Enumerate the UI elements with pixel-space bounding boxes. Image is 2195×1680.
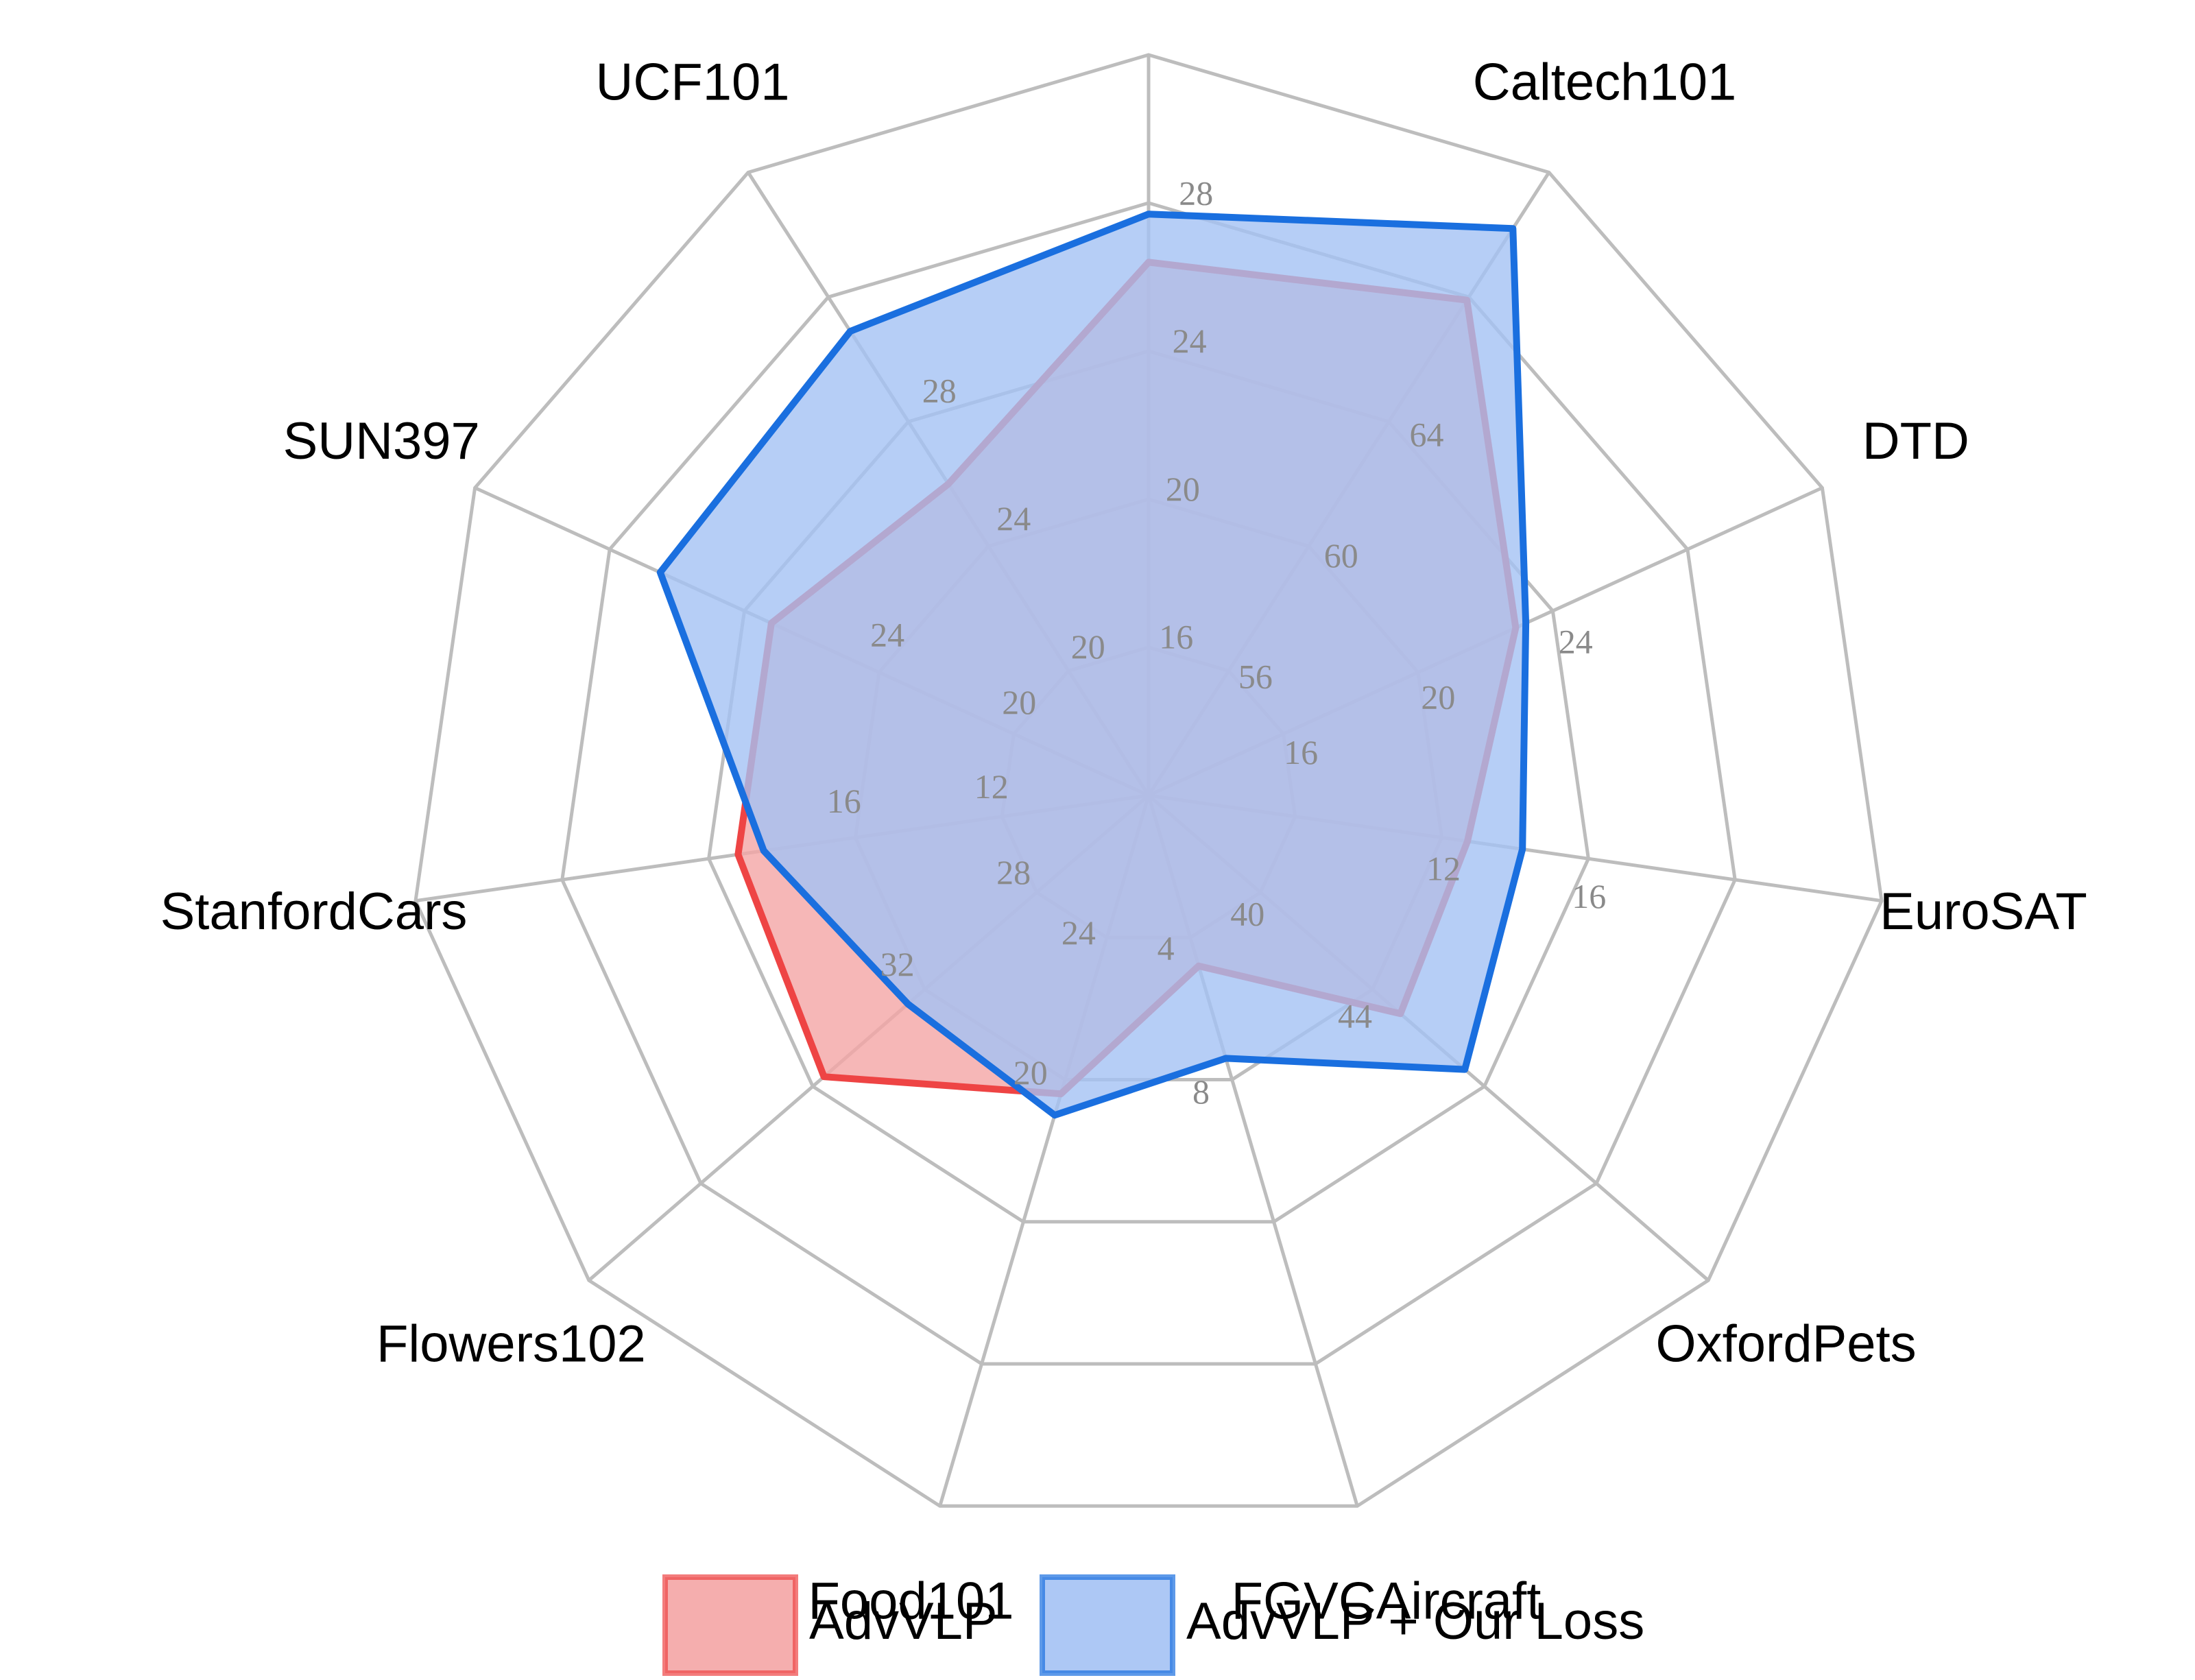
tick-label: 24 <box>1061 913 1096 952</box>
axis-label-caltech101: Caltech101 <box>1473 53 1737 111</box>
axis-label-eurosat: EuroSAT <box>1880 883 2087 941</box>
grid-ring <box>560 201 1737 1366</box>
legend-label: AdvVLP <box>809 1592 998 1651</box>
chart-legend: AdvVLP AdvVLP + Our Loss <box>662 1574 1644 1676</box>
tick-label: 24 <box>870 616 904 654</box>
tick-label: 16 <box>827 782 861 820</box>
tick-label: 20 <box>1002 683 1036 721</box>
tick-label: 24 <box>1173 322 1207 360</box>
axis-label-dtd: DTD <box>1862 412 1969 470</box>
axis-label-sun397: SUN397 <box>283 412 480 470</box>
tick-label: 8 <box>1192 1072 1210 1111</box>
axis-label-stanfordcars: StanfordCars <box>160 883 468 941</box>
tick-label: 32 <box>880 945 915 983</box>
tick-label: 56 <box>1238 657 1273 695</box>
tick-label: 20 <box>1166 470 1200 508</box>
tick-label: 44 <box>1338 996 1372 1035</box>
tick-label: 64 <box>1410 416 1444 454</box>
tick-label: 20 <box>1013 1053 1048 1092</box>
radar-series <box>656 211 1530 1119</box>
tick-label: 40 <box>1230 895 1264 933</box>
tick-label: 24 <box>1559 623 1593 661</box>
tick-label: 4 <box>1158 928 1175 967</box>
axis-label-oxfordpets: OxfordPets <box>1656 1315 1917 1373</box>
axis-label-ucf101: UCF101 <box>596 53 790 111</box>
grid-ring <box>413 53 1884 1508</box>
tick-label: 20 <box>1071 627 1105 666</box>
tick-label: 20 <box>1421 677 1455 716</box>
tick-label: 60 <box>1324 536 1358 575</box>
tick-label: 16 <box>1159 618 1193 656</box>
radar-tick-labels: 1620242856606416202412164044482420283212… <box>827 173 1606 1111</box>
axis-label-flowers102: Flowers102 <box>376 1315 646 1373</box>
tick-label: 16 <box>1284 733 1318 771</box>
series-area-advvlp-our-loss <box>656 211 1530 1119</box>
tick-label: 12 <box>1426 850 1461 888</box>
radar-axis-labels: ImageNetCaltech101DTDEuroSATOxfordPetsFG… <box>160 53 2087 1630</box>
legend-label: AdvVLP + Our Loss <box>1186 1592 1644 1651</box>
tick-label: 12 <box>974 767 1009 806</box>
legend-swatch <box>662 1574 798 1676</box>
tick-label: 28 <box>922 371 957 409</box>
tick-label: 28 <box>996 853 1031 891</box>
tick-label: 16 <box>1572 877 1606 915</box>
axis-label-food101: Food101 <box>808 1572 1013 1630</box>
tick-label: 24 <box>996 499 1031 538</box>
tick-label: 28 <box>1179 173 1213 212</box>
legend-swatch <box>1040 1574 1175 1676</box>
axis-label-fgvcaircraft: FGVCAircraft <box>1232 1572 1542 1630</box>
